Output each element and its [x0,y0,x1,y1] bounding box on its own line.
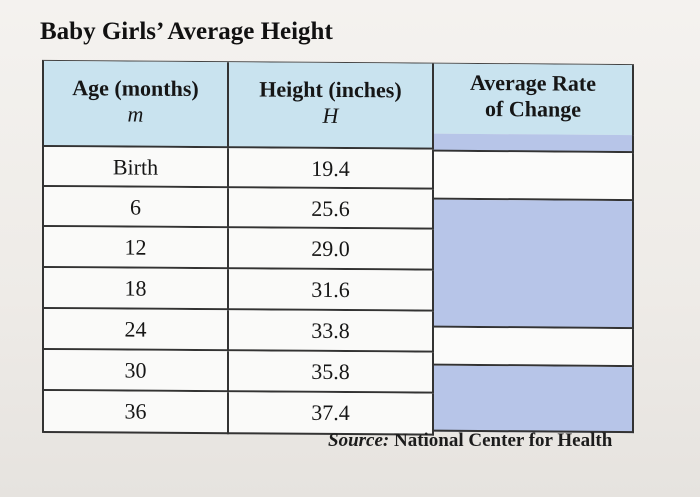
cell-age: 30 [44,349,229,393]
table-title: Baby Girls’ Average Height [40,18,333,45]
rate-answer-box[interactable] [434,199,634,330]
rate-blank-cell [434,327,634,368]
source-text: National Center for Health [393,430,613,451]
cell-age: 12 [44,226,229,270]
rate-answer-box[interactable] [434,365,634,434]
header-height-var: H [322,102,339,129]
header-height-label: Height (inches) [259,76,402,103]
header-rate: Average Rate of Change [434,63,634,136]
rate-header-strip [434,133,634,154]
source-note: Source: National Center for Health [328,430,612,452]
header-height: Height (inches) H [229,62,434,150]
source-label: Source: [328,430,390,451]
rate-blank-cell [434,151,634,202]
header-age-var: m [127,101,144,127]
cell-height: 29.0 [229,228,434,271]
cell-height: 31.6 [229,269,434,312]
cell-age: 24 [44,308,229,352]
cell-age: 18 [44,267,229,311]
cell-height: 25.6 [229,188,434,230]
cell-age: 36 [44,390,229,435]
cell-height: 33.8 [229,310,434,353]
header-rate-line2: of Change [485,96,581,122]
cell-height: 19.4 [229,148,434,190]
header-age: Age (months) m [44,60,229,149]
cell-height: 35.8 [229,351,434,394]
cell-age: Birth [44,146,229,189]
cell-age: 6 [44,186,229,229]
data-table: Age (months) m Height (inches) H Average… [42,59,634,438]
header-rate-line1: Average Rate [469,69,597,96]
header-age-label: Age (months) [72,75,199,102]
